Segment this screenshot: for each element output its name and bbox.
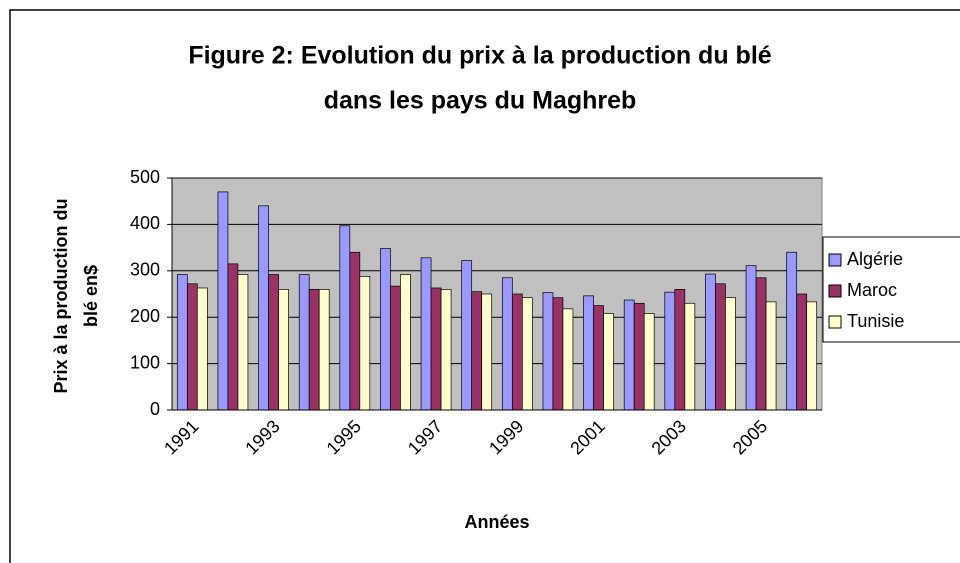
chart-title: dans les pays du Maghreb bbox=[324, 87, 637, 115]
bar bbox=[176, 274, 188, 411]
legend-label: Tunisie bbox=[847, 311, 904, 331]
bar bbox=[593, 305, 604, 411]
bar bbox=[765, 301, 777, 411]
legend-swatch bbox=[828, 315, 842, 329]
bar bbox=[643, 313, 655, 411]
bar bbox=[471, 291, 483, 411]
bar bbox=[562, 308, 574, 411]
bar bbox=[623, 299, 635, 411]
bar bbox=[308, 289, 320, 411]
bar bbox=[440, 289, 452, 411]
legend-label: Algérie bbox=[847, 249, 903, 269]
bar bbox=[278, 289, 289, 411]
bar bbox=[796, 293, 808, 411]
bar bbox=[583, 295, 594, 411]
legend-swatch bbox=[828, 284, 842, 298]
bar bbox=[258, 205, 269, 411]
bar bbox=[237, 274, 249, 411]
y-tick-label: 500 bbox=[130, 167, 160, 187]
bar bbox=[298, 274, 310, 411]
bar bbox=[633, 302, 645, 411]
bar bbox=[745, 265, 757, 411]
bar bbox=[400, 274, 411, 411]
bar bbox=[521, 297, 533, 411]
y-tick-label: 0 bbox=[150, 399, 160, 419]
y-axis-label: Prix à la production du bbox=[51, 198, 71, 393]
bar bbox=[542, 292, 554, 411]
bar bbox=[380, 248, 391, 411]
bar bbox=[674, 289, 686, 411]
bar bbox=[430, 287, 442, 411]
bar bbox=[318, 289, 330, 411]
y-tick-label: 200 bbox=[130, 306, 160, 326]
bar bbox=[511, 293, 523, 411]
bar bbox=[684, 302, 696, 411]
bar bbox=[552, 297, 564, 411]
bar bbox=[786, 251, 798, 411]
bar bbox=[196, 287, 208, 411]
bar bbox=[227, 263, 239, 411]
bar bbox=[217, 191, 229, 411]
chart-title: Figure 2: Evolution du prix à la product… bbox=[188, 42, 771, 70]
x-axis-label: Années bbox=[464, 512, 529, 532]
bar bbox=[390, 285, 401, 411]
bar bbox=[349, 251, 361, 411]
legend bbox=[822, 236, 960, 343]
bar bbox=[339, 225, 351, 411]
y-axis-label: blé en$ bbox=[81, 265, 101, 327]
y-tick-label: 300 bbox=[130, 260, 160, 280]
bar bbox=[461, 260, 473, 411]
bar bbox=[420, 257, 432, 411]
bar bbox=[268, 274, 279, 411]
legend-label: Maroc bbox=[847, 280, 897, 300]
bar bbox=[664, 291, 676, 411]
bar bbox=[755, 277, 767, 411]
bar bbox=[603, 313, 614, 411]
y-tick-label: 100 bbox=[130, 352, 160, 372]
bar bbox=[481, 293, 493, 411]
bar bbox=[725, 297, 736, 411]
legend-swatch bbox=[828, 253, 842, 267]
bar bbox=[705, 273, 716, 411]
bar bbox=[806, 301, 818, 411]
bar bbox=[501, 277, 513, 411]
bar bbox=[359, 276, 371, 411]
bar bbox=[715, 283, 726, 411]
bar bbox=[186, 283, 198, 411]
y-tick-label: 400 bbox=[130, 213, 160, 233]
